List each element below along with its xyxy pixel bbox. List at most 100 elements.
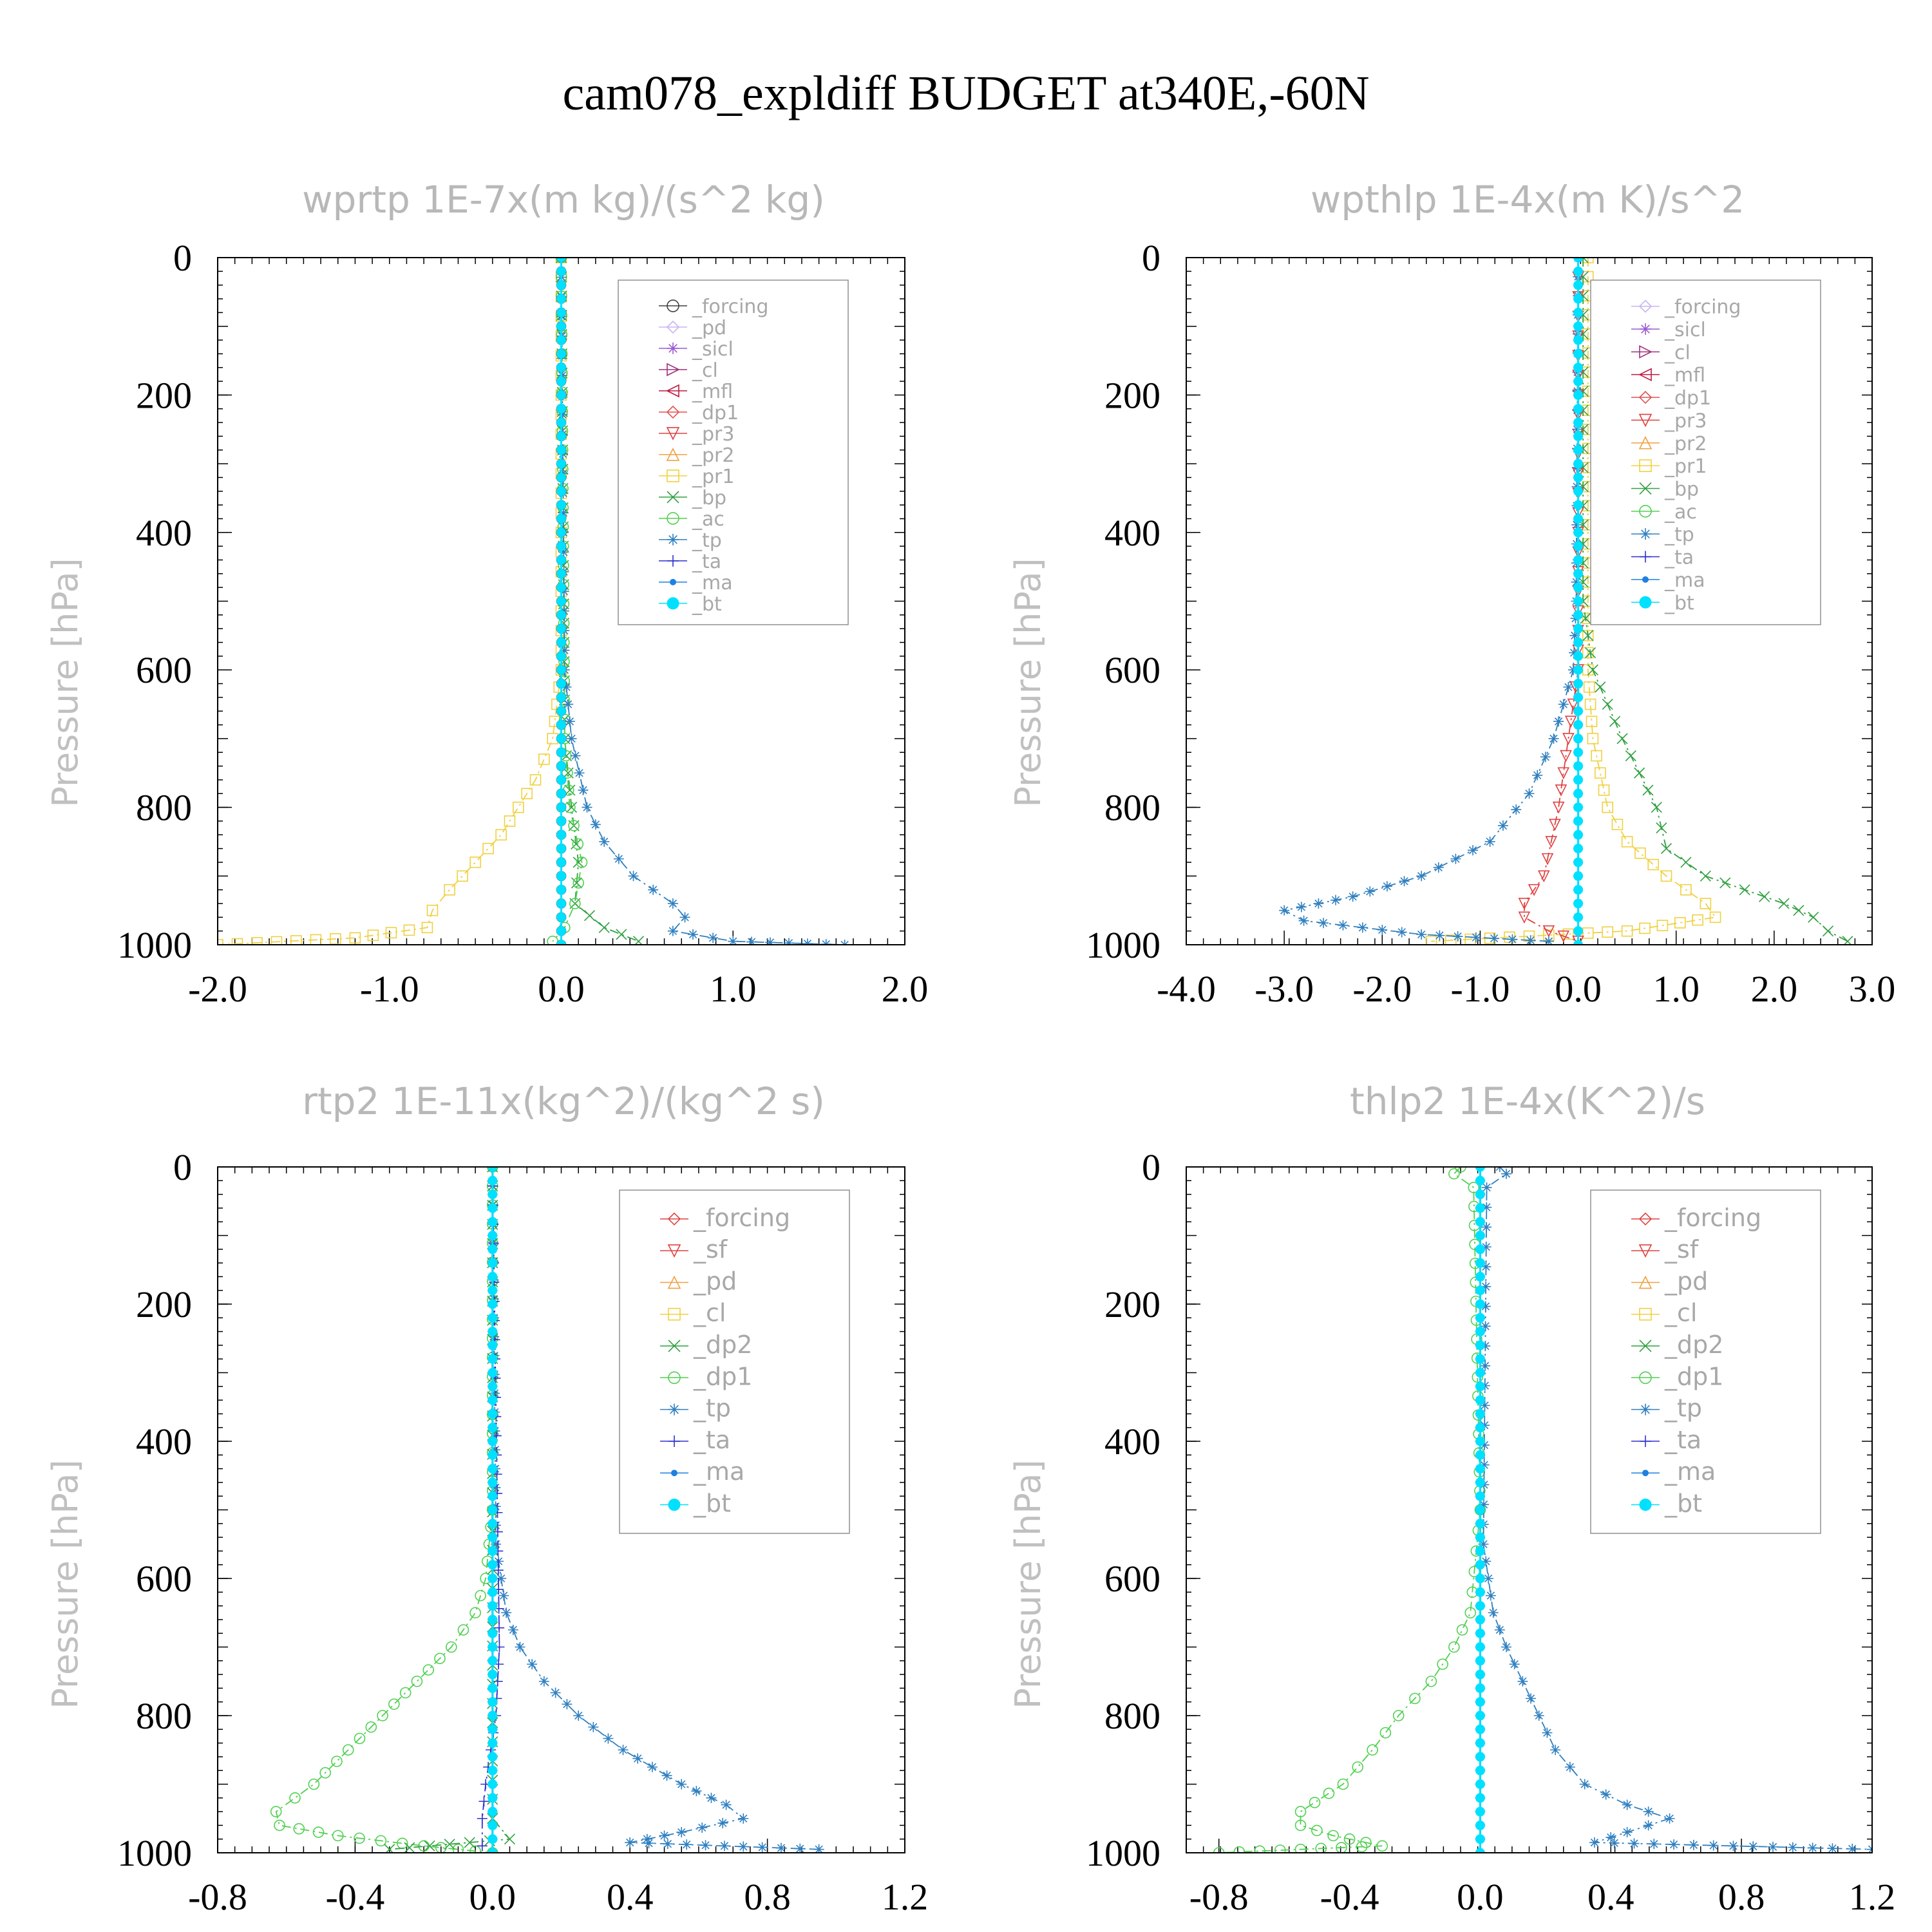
data-point <box>488 1779 498 1789</box>
legend-marker <box>1639 596 1652 609</box>
data-point <box>488 1505 498 1515</box>
data-point <box>1517 1676 1528 1687</box>
data-point <box>1642 784 1654 796</box>
data-point <box>550 1687 561 1698</box>
data-point <box>1584 698 1596 710</box>
legend-label: _mfl <box>1664 365 1705 387</box>
data-point <box>1479 1400 1490 1411</box>
data-point <box>1475 1491 1485 1501</box>
data-point <box>1573 486 1584 497</box>
data-point <box>1569 647 1580 658</box>
data-point <box>1475 1167 1485 1172</box>
data-point <box>676 1779 687 1790</box>
data-point <box>1437 1658 1448 1670</box>
data-point <box>1573 706 1584 716</box>
data-point <box>488 1368 498 1378</box>
data-point <box>1573 844 1584 854</box>
data-point <box>1475 1368 1485 1378</box>
data-point <box>697 1822 708 1833</box>
data-point <box>1294 1819 1307 1832</box>
legend-label: _tp <box>693 1394 731 1423</box>
data-point <box>424 1840 435 1852</box>
data-point <box>1787 1842 1798 1853</box>
data-point <box>556 294 566 304</box>
data-point <box>556 692 566 703</box>
data-point <box>1808 911 1819 923</box>
legend-label: _bt <box>693 1489 731 1517</box>
data-point <box>1550 1745 1561 1756</box>
data-point <box>1573 280 1584 290</box>
data-point <box>312 1826 325 1838</box>
data-point <box>1481 1222 1492 1233</box>
data-point <box>1573 775 1584 785</box>
series-line-dp1 <box>1218 1167 1481 1853</box>
data-point <box>1481 1242 1492 1253</box>
data-point <box>488 1560 498 1570</box>
data-point <box>1518 898 1531 910</box>
data-point <box>464 1837 475 1848</box>
data-point <box>488 1820 498 1830</box>
data-point <box>1664 1813 1675 1824</box>
plot-frame <box>1186 1166 1873 1853</box>
data-point <box>1680 857 1692 868</box>
data-point <box>556 940 566 945</box>
data-point <box>488 1395 498 1405</box>
legend-box <box>618 279 849 625</box>
panel-wprtp: wprtp 1E-7x(m kg)/(s^2 kg) Pressure [hPa… <box>45 178 928 1010</box>
data-point <box>308 1778 320 1790</box>
data-point <box>477 1841 488 1852</box>
data-point <box>1481 1281 1492 1292</box>
legend-box <box>1590 1189 1821 1534</box>
data-point <box>488 1167 498 1172</box>
legend-label: _dp1 <box>1664 387 1711 410</box>
data-point <box>632 1753 643 1764</box>
data-point <box>492 1676 503 1687</box>
x-tick-label: 0.0 <box>1555 968 1602 1010</box>
data-point <box>556 802 566 813</box>
data-point <box>556 871 566 881</box>
legend-label: _dp1 <box>1664 1362 1723 1390</box>
data-point <box>562 1699 573 1710</box>
data-point <box>1573 898 1584 909</box>
data-point <box>1602 801 1614 813</box>
legend-marker <box>667 1212 681 1226</box>
data-point <box>1543 936 1554 945</box>
data-point <box>488 1601 498 1611</box>
data-point <box>487 1167 498 1173</box>
data-point <box>504 815 516 827</box>
data-point <box>1279 905 1290 916</box>
legend-label: _sicl <box>1664 319 1706 341</box>
data-point <box>1582 927 1594 939</box>
data-point <box>1595 681 1606 693</box>
data-point <box>628 871 639 882</box>
data-point <box>719 1841 730 1852</box>
data-point <box>319 1766 331 1779</box>
legend-label: _bt <box>1664 1489 1702 1517</box>
data-point <box>1479 1499 1490 1510</box>
data-point <box>1468 1182 1480 1193</box>
data-point <box>1609 715 1621 727</box>
y-tick-label: 200 <box>136 1283 192 1325</box>
data-point <box>1768 1841 1779 1852</box>
y-tick-label: 0 <box>173 1146 192 1188</box>
data-point <box>488 1532 498 1542</box>
data-point <box>1573 747 1584 757</box>
data-point <box>1573 445 1584 455</box>
data-point <box>1475 1848 1485 1853</box>
data-point <box>488 1752 498 1762</box>
data-point <box>1475 1519 1485 1529</box>
data-point <box>556 829 566 840</box>
data-point <box>616 929 627 940</box>
y-tick-label: 0 <box>1142 1146 1160 1188</box>
data-point <box>1274 1844 1286 1853</box>
data-point <box>1336 1842 1347 1853</box>
data-point <box>1573 459 1584 469</box>
data-point <box>1827 1843 1838 1853</box>
data-point <box>445 1641 457 1653</box>
data-point <box>1315 1842 1327 1853</box>
y-tick-label: 400 <box>136 1421 192 1463</box>
data-point <box>1481 1556 1492 1567</box>
data-point <box>488 1628 498 1638</box>
data-point <box>1680 884 1692 896</box>
data-point <box>1748 1841 1759 1852</box>
